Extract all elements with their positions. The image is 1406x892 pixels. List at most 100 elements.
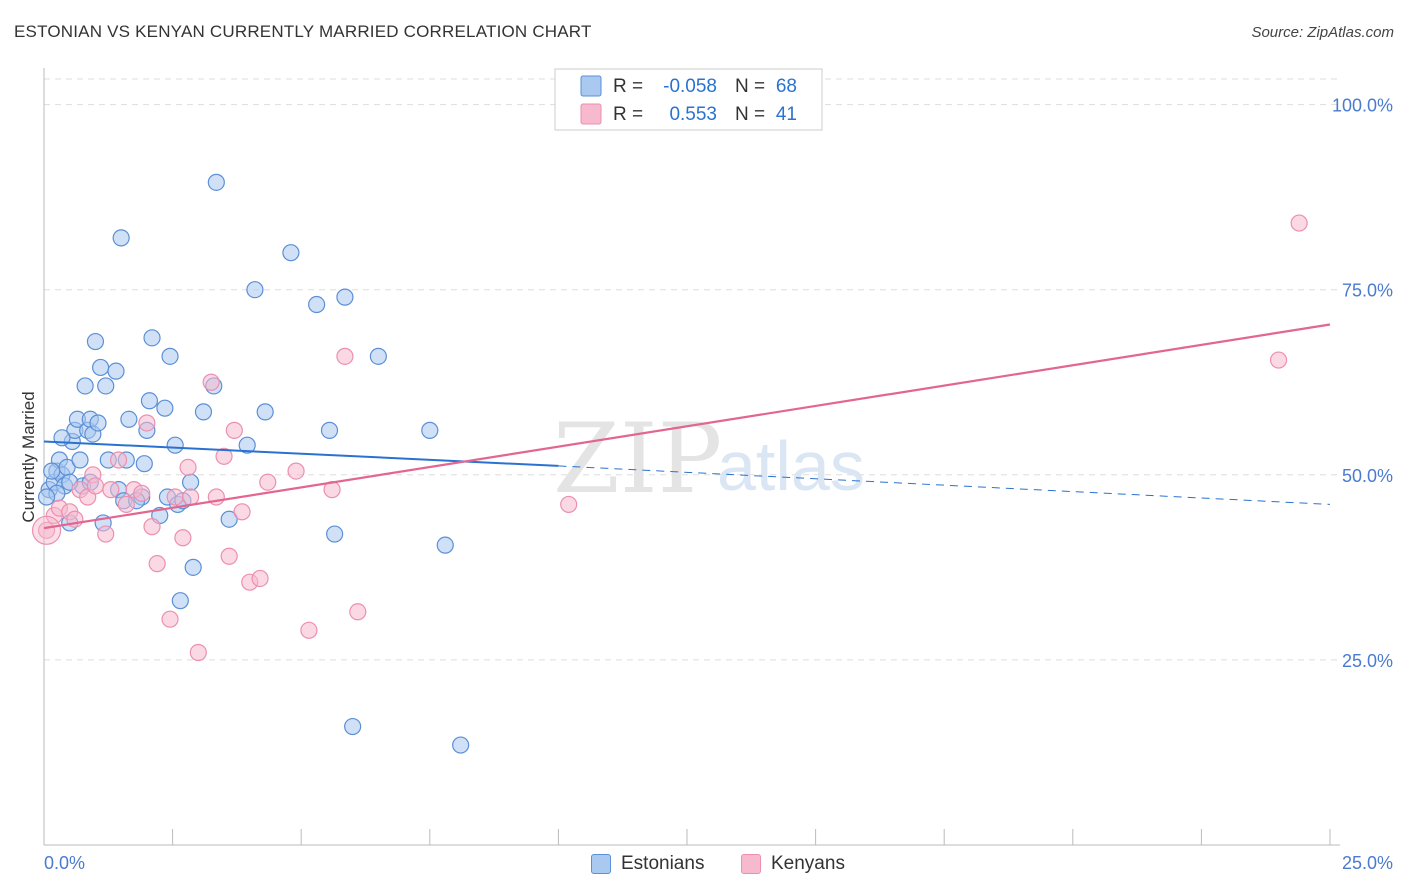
point-kenyan (138, 414, 156, 432)
point-estonian (344, 717, 362, 736)
point-estonian (326, 525, 344, 543)
grid-layer (44, 78, 1340, 661)
point-estonian (238, 436, 256, 454)
point-kenyan (143, 518, 161, 536)
point-estonian (166, 436, 184, 454)
point-estonian (76, 377, 94, 395)
trend-layer (43, 323, 1331, 530)
point-estonian (184, 558, 202, 576)
point-estonian (369, 347, 387, 365)
legend-r-label: R = (613, 76, 643, 97)
point-estonian (308, 295, 326, 314)
legend-label-estonians: Estonians (621, 853, 705, 874)
legend-n-label: N = (735, 76, 765, 97)
point-kenyan (1290, 214, 1308, 232)
legend-label-kenyans: Kenyans (771, 853, 845, 874)
legend-bottom: Estonians Kenyans (0, 850, 1406, 880)
point-kenyan (166, 488, 184, 506)
point-estonian (89, 414, 107, 432)
legend-swatch-kenyans (580, 103, 602, 125)
point-kenyan (349, 603, 367, 621)
point-kenyan (300, 621, 318, 639)
point-kenyan (202, 373, 220, 391)
legend-box: R = -0.058 N = 68 R = 0.553 N = 41 (554, 68, 823, 131)
point-kenyan (161, 610, 179, 628)
point-kenyan (336, 347, 354, 365)
point-kenyan (102, 481, 120, 499)
point-estonian (71, 451, 89, 469)
point-kenyan (174, 529, 192, 547)
watermark: ZIP atlas (553, 403, 865, 515)
legend-n-label: N = (735, 104, 765, 125)
legend-swatch-estonians (591, 854, 611, 874)
point-kenyan (215, 447, 233, 465)
y-tick-label: 50.0% (1342, 466, 1393, 486)
point-kenyan (133, 484, 151, 502)
legend-item-estonians[interactable]: Estonians (591, 853, 704, 875)
point-estonian (135, 455, 153, 473)
point-kenyan (182, 488, 200, 506)
point-estonian (86, 332, 105, 351)
legend-n-value-estonians: 68 (776, 76, 797, 97)
point-estonian (43, 462, 61, 480)
point-kenyan (97, 525, 115, 543)
point-estonian (112, 229, 130, 247)
y-tick-label: 25.0% (1342, 651, 1393, 671)
point-kenyan (179, 458, 197, 477)
point-estonian (336, 288, 354, 306)
point-kenyan (117, 495, 135, 514)
point-estonian (97, 377, 115, 395)
y-tick-label: 75.0% (1342, 281, 1393, 301)
point-estonian (207, 173, 225, 191)
point-estonian (37, 488, 56, 506)
point-estonian (107, 362, 125, 380)
point-kenyan (251, 569, 269, 588)
legend-n-value-kenyans: 41 (776, 104, 797, 125)
x-tick-label: 25.0% (1342, 853, 1393, 873)
point-kenyan (86, 477, 105, 495)
source-credit: Source: ZipAtlas.com (1251, 24, 1394, 41)
point-kenyan (148, 555, 166, 573)
y-axis-label: Currently Married (19, 391, 38, 522)
trend-line-estonians-extrapolated (558, 465, 1331, 505)
point-kenyan (225, 421, 243, 439)
chart-title: ESTONIAN VS KENYAN CURRENTLY MARRIED COR… (14, 22, 592, 41)
point-kenyan (233, 503, 251, 521)
trend-line-estonians (43, 440, 559, 467)
axes-layer (43, 68, 1340, 846)
point-estonian (143, 329, 161, 347)
legend-r-value-kenyans: 0.553 (669, 104, 717, 125)
point-kenyan (220, 547, 238, 565)
point-kenyan (560, 495, 578, 514)
point-estonian (320, 421, 339, 439)
point-kenyan (287, 462, 305, 480)
point-estonian (182, 473, 200, 491)
watermark-zip: ZIP (553, 403, 722, 515)
trend-line-kenyans (43, 323, 1331, 530)
legend-r-label: R = (613, 104, 643, 125)
legend-item-kenyans[interactable]: Kenyans (741, 853, 845, 875)
tick-label-layer: 100.0% 75.0% 50.0% 25.0% 0.0% 25.0% (44, 96, 1393, 873)
legend-r-value-estonians: -0.058 (663, 76, 717, 97)
point-estonian (120, 410, 138, 428)
point-kenyan (1269, 351, 1288, 369)
point-kenyan-cluster (31, 515, 62, 545)
point-kenyan (109, 451, 128, 469)
watermark-atlas: atlas (717, 427, 865, 505)
point-estonian (91, 358, 110, 377)
point-estonian (220, 510, 238, 528)
x-tick-label: 0.0% (44, 853, 85, 873)
point-estonian (256, 403, 274, 421)
y-tick-label: 100.0% (1332, 96, 1393, 116)
point-estonian (282, 244, 300, 262)
point-estonian (421, 421, 439, 439)
legend-swatch-kenyans (741, 854, 761, 874)
point-kenyan (259, 473, 277, 491)
point-estonian (436, 536, 454, 554)
point-estonian (194, 403, 213, 421)
legend-swatch-estonians (580, 75, 602, 97)
point-estonian (171, 592, 189, 610)
point-estonian (246, 281, 264, 299)
point-estonian (161, 347, 179, 365)
